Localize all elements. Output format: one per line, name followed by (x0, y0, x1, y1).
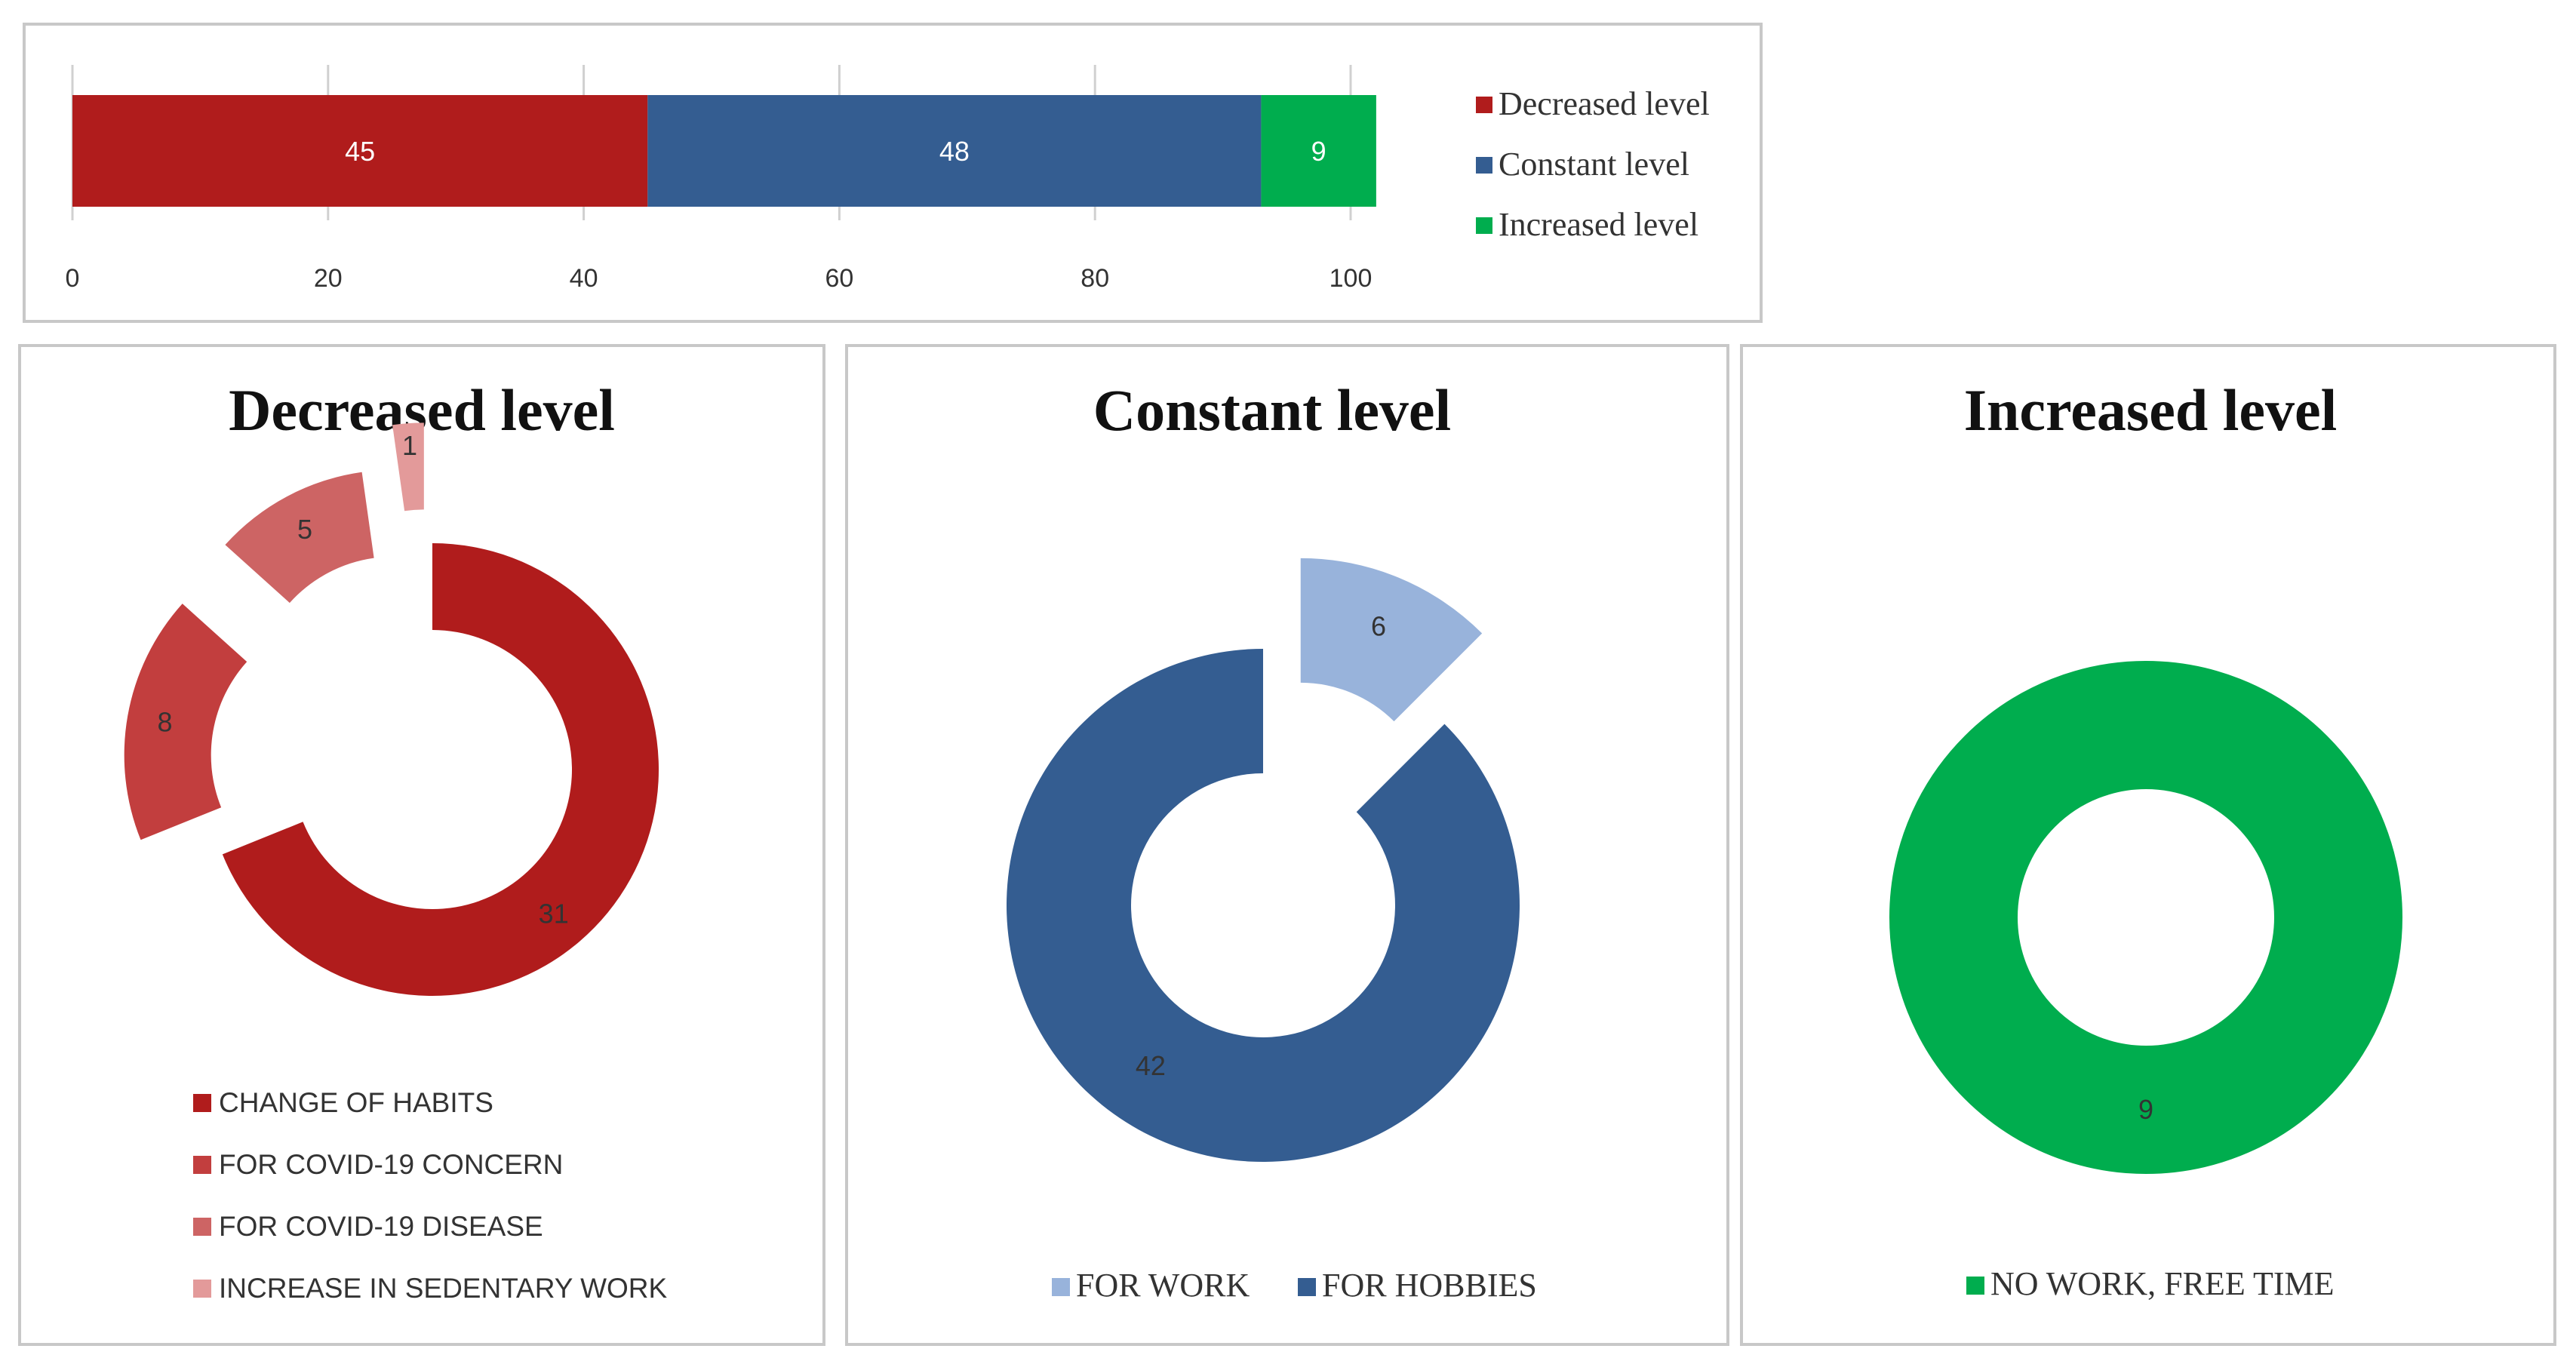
pie-slice (222, 543, 659, 996)
legend-label: Constant level (1499, 146, 1689, 183)
legend-swatch (1298, 1278, 1316, 1296)
legend-label: Decreased level (1499, 85, 1710, 122)
pie-slice (124, 604, 247, 840)
x-tick-label: 40 (570, 264, 598, 293)
data-label: 9 (2138, 1094, 2153, 1125)
bar-segment (647, 95, 1262, 207)
constant-level-donut-chart: Constant level 6 42 FOR WORK FOR HOBBIES (1007, 377, 1537, 1304)
data-label: 9 (1311, 136, 1326, 167)
legend-swatch (1476, 97, 1492, 113)
legend-label: Increased level (1499, 206, 1698, 243)
x-tick-label: 100 (1329, 264, 1373, 293)
stacked-bar-chart: 45 48 9 0 20 40 60 80 100 Decreased level Consta… (66, 65, 1710, 293)
legend-swatch (1052, 1278, 1070, 1296)
data-label: 8 (157, 706, 172, 737)
pie-slice (225, 472, 374, 604)
data-label: 5 (297, 514, 312, 545)
x-tick-label: 60 (825, 264, 853, 293)
legend-swatch (193, 1280, 211, 1298)
legend-swatch (193, 1218, 211, 1236)
legend-swatch (1476, 217, 1492, 234)
legend-swatch (193, 1094, 211, 1112)
legend-swatch (193, 1156, 211, 1174)
bar-segment (72, 95, 648, 207)
bar-segment (1261, 95, 1376, 207)
pie-slice (1889, 661, 2402, 1174)
x-tick-label: 80 (1081, 264, 1109, 293)
legend-label: FOR WORK (1076, 1267, 1250, 1304)
legend-label: NO WORK, FREE TIME (1990, 1265, 2335, 1302)
data-label: 42 (1136, 1050, 1166, 1081)
data-label: 31 (539, 899, 569, 929)
stacked-bar-chart-panel: 45 48 9 0 20 40 60 80 100 Decreased level Consta… (23, 23, 1763, 323)
legend-label: FOR COVID-19 CONCERN (219, 1149, 563, 1180)
pie-slice (392, 422, 424, 512)
legend-label: FOR HOBBIES (1322, 1267, 1537, 1304)
x-tick-label: 20 (314, 264, 343, 293)
legend-label: FOR COVID-19 DISEASE (219, 1211, 543, 1242)
increased-level-panel: Increased level 9 NO WORK, FREE TIME (1740, 344, 2556, 1346)
data-label: 6 (1371, 610, 1386, 641)
data-label: 48 (939, 136, 970, 167)
data-label: 1 (402, 430, 417, 461)
increased-level-donut-chart: Increased level 9 NO WORK, FREE TIME (1889, 377, 2402, 1302)
data-label: 45 (345, 136, 375, 167)
chart-title: Constant level (1093, 377, 1451, 443)
x-tick-label: 0 (66, 264, 80, 293)
pie-slice (1007, 649, 1520, 1163)
pie-slice (1300, 558, 1483, 722)
legend-label: CHANGE OF HABITS (219, 1087, 493, 1118)
chart-title: Increased level (1964, 377, 2338, 443)
legend-swatch (1476, 157, 1492, 174)
constant-level-panel: Constant level 6 42 FOR WORK FOR HOBBIES (845, 344, 1729, 1346)
legend-swatch (1966, 1277, 1984, 1295)
legend-label: INCREASE IN SEDENTARY WORK (219, 1273, 667, 1304)
decreased-level-panel: Decreased level 31 8 5 1 CHANGE OF HABITS FO… (18, 344, 825, 1346)
